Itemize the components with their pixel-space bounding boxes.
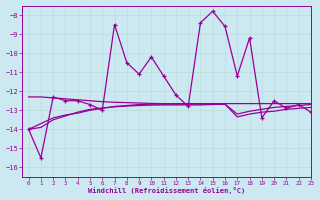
X-axis label: Windchill (Refroidissement éolien,°C): Windchill (Refroidissement éolien,°C) [88, 187, 245, 194]
